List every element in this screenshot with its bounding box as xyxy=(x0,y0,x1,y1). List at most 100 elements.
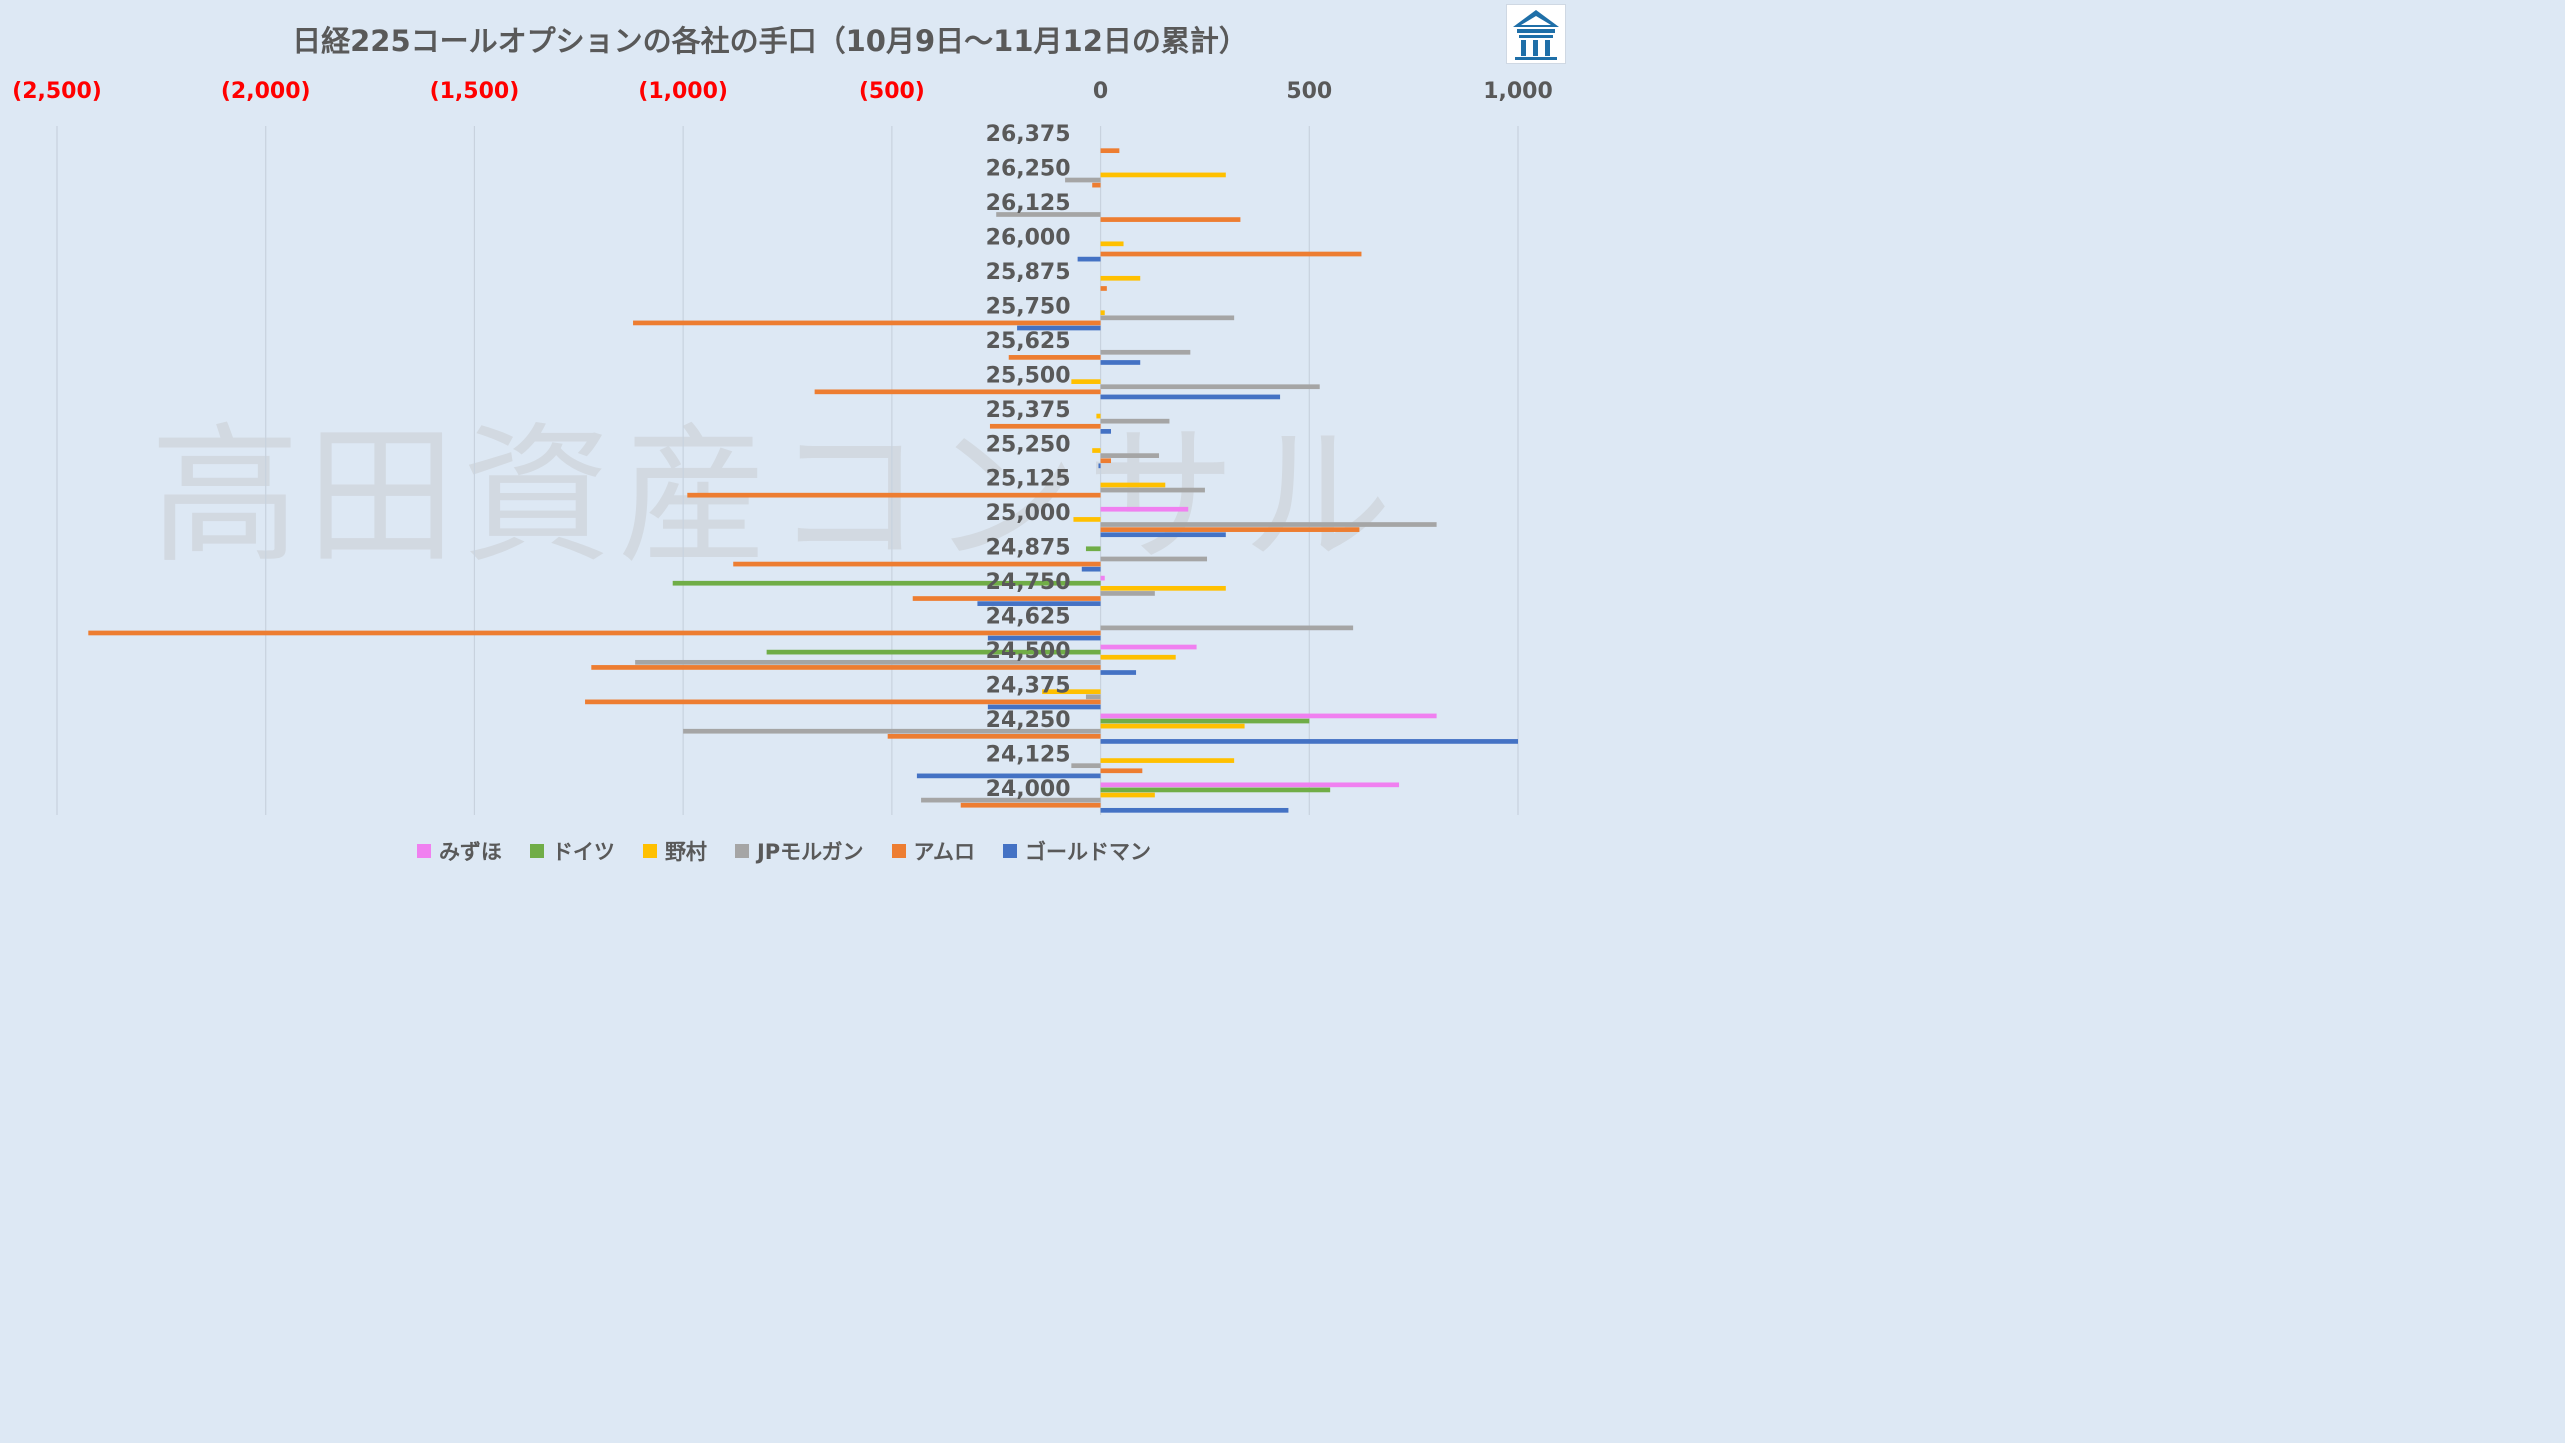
bar xyxy=(1100,418,1170,424)
bar xyxy=(1073,517,1101,522)
bar xyxy=(1100,532,1226,538)
bar xyxy=(687,492,1101,498)
legend-swatch xyxy=(734,844,749,858)
bar xyxy=(1042,689,1101,695)
bar xyxy=(1100,556,1208,562)
bar xyxy=(1100,487,1205,493)
plot-area: (2,500) (2,000) (1,500) (1,000) (500) 0 500 1,0… xyxy=(12,79,1553,815)
legend-item: JPモルガン xyxy=(734,836,864,866)
bar xyxy=(1100,394,1281,400)
bar xyxy=(733,561,1101,567)
bar xyxy=(1077,256,1101,262)
bar xyxy=(1100,723,1245,729)
y-category-label: 26,125 xyxy=(986,191,1071,216)
bar xyxy=(1096,413,1101,419)
bar xyxy=(1100,251,1362,257)
y-category-label: 24,000 xyxy=(986,777,1071,802)
y-category-label: 24,875 xyxy=(986,536,1071,561)
bar xyxy=(88,630,1101,636)
legend-swatch xyxy=(642,844,657,858)
bar xyxy=(960,802,1101,808)
y-category-label: 24,250 xyxy=(986,708,1071,733)
legend-swatch xyxy=(416,844,431,858)
bar xyxy=(1100,217,1241,222)
bar xyxy=(633,320,1101,326)
bar xyxy=(1100,148,1120,154)
legend-item: アムロ xyxy=(891,836,976,866)
bar xyxy=(672,580,1101,586)
y-category-label: 24,500 xyxy=(986,639,1071,664)
bar xyxy=(1100,585,1226,591)
bar xyxy=(1092,182,1101,188)
bar xyxy=(1100,625,1354,631)
y-category-label: 25,375 xyxy=(986,398,1071,423)
bar xyxy=(1100,384,1320,390)
y-category-label: 25,125 xyxy=(986,467,1071,492)
bar xyxy=(996,212,1101,217)
bar xyxy=(977,601,1101,606)
y-category-label: 25,000 xyxy=(986,501,1071,526)
legend-label: みずほ xyxy=(438,840,502,864)
bar xyxy=(1100,758,1235,763)
bar xyxy=(814,389,1101,395)
legend-label: アムロ xyxy=(913,840,976,864)
bar xyxy=(916,773,1101,779)
bar xyxy=(987,635,1101,641)
bar xyxy=(1100,429,1112,434)
y-category-label: 25,250 xyxy=(986,432,1071,457)
company-logo-icon xyxy=(1506,4,1566,64)
bar xyxy=(1100,310,1105,316)
bar xyxy=(989,423,1101,429)
bar xyxy=(1100,458,1112,464)
bar xyxy=(1071,763,1101,769)
bar xyxy=(1100,575,1105,581)
legend-swatch xyxy=(891,844,906,858)
bar xyxy=(1100,506,1189,512)
legend: みずほ ドイツ 野村 JPモルガン アムロ ゴールドマン xyxy=(0,836,1568,866)
bar xyxy=(1100,522,1437,527)
y-category-label: 24,125 xyxy=(986,742,1071,767)
bar xyxy=(1100,172,1226,178)
bar xyxy=(635,659,1101,665)
bar xyxy=(987,704,1101,710)
y-category-label: 25,500 xyxy=(986,363,1071,388)
x-tick-label: (2,000) xyxy=(221,79,311,104)
bar xyxy=(1081,566,1101,572)
bar xyxy=(1100,275,1141,281)
bar xyxy=(1071,379,1101,384)
y-category-label: 24,625 xyxy=(986,605,1071,630)
bar xyxy=(1100,349,1191,355)
x-tick-label: (1,500) xyxy=(430,79,520,104)
y-category-label: 26,000 xyxy=(986,226,1071,251)
bar xyxy=(1100,713,1437,719)
bar xyxy=(1100,768,1143,774)
bar xyxy=(1100,360,1141,365)
x-tick-label: (1,000) xyxy=(638,79,728,104)
legend-label: ドイツ xyxy=(551,840,615,864)
legend-label: ゴールドマン xyxy=(1025,840,1152,864)
legend-swatch xyxy=(529,844,544,858)
bar xyxy=(1100,453,1160,458)
bar xyxy=(921,797,1101,803)
bar xyxy=(912,596,1101,601)
legend-item: 野村 xyxy=(642,836,707,866)
bar xyxy=(1100,482,1166,488)
bar xyxy=(1065,177,1101,183)
legend-swatch xyxy=(1003,844,1018,858)
y-category-label: 25,750 xyxy=(986,294,1071,319)
bar xyxy=(1100,792,1155,798)
x-tick-label: (500) xyxy=(859,79,925,104)
bar xyxy=(1100,739,1518,744)
bar xyxy=(887,733,1101,739)
chart-title: 日経225コールオプションの各社の手口（10月9日～11月12日の累計） xyxy=(292,24,1248,58)
y-category-label: 24,375 xyxy=(986,673,1071,698)
bar xyxy=(1100,654,1176,660)
bar xyxy=(1100,527,1360,532)
x-tick-label: 1,000 xyxy=(1483,79,1553,104)
bar xyxy=(1100,286,1107,291)
bar xyxy=(1100,807,1289,813)
bar xyxy=(1008,355,1101,360)
y-category-label: 25,625 xyxy=(986,329,1071,354)
bar xyxy=(585,699,1101,705)
bar xyxy=(1100,315,1235,321)
